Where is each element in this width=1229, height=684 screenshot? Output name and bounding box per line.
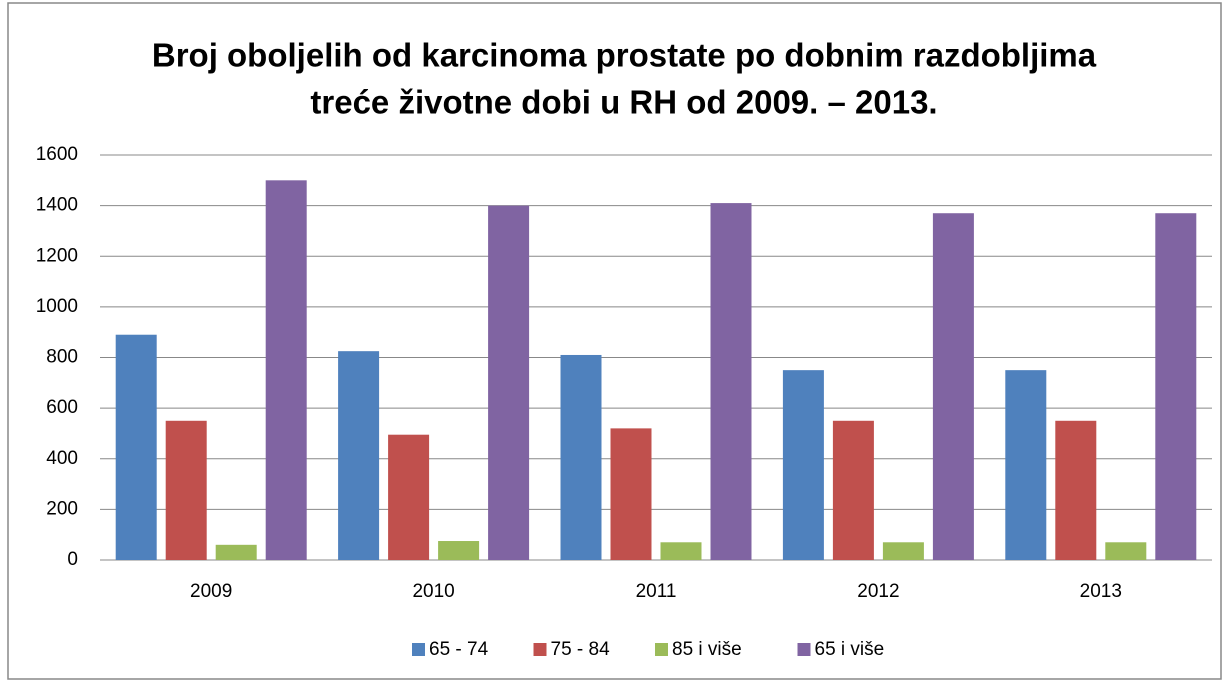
bar: [882, 542, 924, 560]
bar: [1005, 370, 1047, 560]
bar: [660, 542, 702, 560]
bar: [1055, 420, 1097, 560]
legend-label: 65 i više: [815, 639, 885, 660]
bar: [782, 370, 824, 560]
chart-title: Broj oboljelih od karcinoma prostate po …: [152, 37, 1097, 74]
x-tick-label: 2012: [857, 581, 899, 602]
legend-swatch: [797, 643, 811, 656]
legend-label: 75 - 84: [551, 639, 611, 660]
bar: [932, 213, 974, 560]
bar: [1155, 213, 1197, 560]
x-tick-label: 2013: [1080, 581, 1122, 602]
x-tick-label: 2011: [636, 581, 677, 602]
y-tick-label: 400: [46, 448, 78, 469]
chart-title: treće životne dobi u RH od 2009. – 2013.: [310, 84, 937, 121]
legend-swatch: [655, 643, 668, 656]
y-tick-label: 0: [67, 549, 78, 570]
y-tick-label: 800: [46, 347, 78, 368]
y-tick-label: 1600: [36, 144, 78, 165]
bar: [610, 428, 652, 560]
legend-label: 65 - 74: [429, 639, 489, 660]
legend-swatch: [412, 643, 425, 656]
bar: [710, 203, 752, 560]
bar: [115, 334, 157, 560]
bar: [388, 434, 430, 560]
bar: [438, 541, 480, 560]
bar: [488, 205, 530, 560]
bar: [560, 354, 602, 560]
x-tick-label: 2010: [412, 581, 454, 602]
bar: [165, 420, 207, 560]
bar: [265, 180, 307, 560]
legend-label: 85 i više: [672, 639, 742, 660]
y-tick-label: 1400: [36, 195, 78, 216]
bar: [215, 544, 257, 560]
bar: [1105, 542, 1147, 560]
y-tick-label: 600: [46, 397, 78, 418]
bar: [832, 420, 874, 560]
chart-frame: [7, 2, 1222, 680]
y-tick-label: 1000: [36, 296, 78, 317]
bar: [338, 351, 380, 560]
y-tick-label: 200: [46, 498, 78, 519]
y-tick-label: 1200: [36, 245, 78, 266]
x-tick-label: 2009: [190, 581, 232, 602]
legend-swatch: [533, 643, 547, 656]
